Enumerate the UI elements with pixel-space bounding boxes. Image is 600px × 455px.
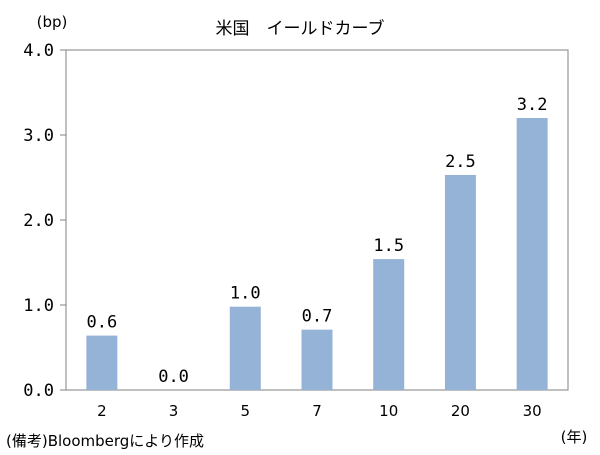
y-axis: 0.0 1.0 2.0 3.0 4.0 <box>23 41 66 401</box>
data-label: 1.5 <box>373 236 404 256</box>
bar <box>229 306 261 390</box>
x-tick-label: 5 <box>241 402 251 420</box>
bar <box>516 118 548 390</box>
y-tick-label: 1.0 <box>23 296 54 316</box>
x-tick-label: 7 <box>312 402 322 420</box>
x-axis: 2 3 5 7 10 20 30 <box>97 402 542 420</box>
x-tick-label: 10 <box>379 402 398 420</box>
y-axis-unit-label: (bp) <box>37 13 68 31</box>
y-tick-label: 3.0 <box>23 126 54 146</box>
x-axis-unit-label: (年) <box>561 428 588 446</box>
x-tick-label: 3 <box>169 402 179 420</box>
data-label: 1.0 <box>230 284 261 304</box>
data-label: 0.6 <box>86 313 117 333</box>
y-tick-label: 0.0 <box>23 381 54 401</box>
bar <box>444 174 476 390</box>
bar <box>86 335 118 390</box>
bar <box>373 259 405 390</box>
x-tick-label: 20 <box>451 402 470 420</box>
source-note: (備考)Bloombergにより作成 <box>6 432 204 450</box>
x-tick-label: 30 <box>523 402 542 420</box>
data-label: 0.0 <box>158 367 189 387</box>
y-tick-label: 2.0 <box>23 211 54 231</box>
bars-group: 0.6 0.0 1.0 0.7 1.5 2.5 3.2 <box>86 95 548 390</box>
y-tick-label: 4.0 <box>23 41 54 61</box>
x-tick-label: 2 <box>97 402 107 420</box>
data-label: 0.7 <box>302 307 333 327</box>
bar <box>301 329 333 390</box>
chart-title: 米国 イールドカーブ <box>216 18 385 39</box>
data-label: 2.5 <box>445 152 476 172</box>
data-label: 3.2 <box>517 95 548 115</box>
